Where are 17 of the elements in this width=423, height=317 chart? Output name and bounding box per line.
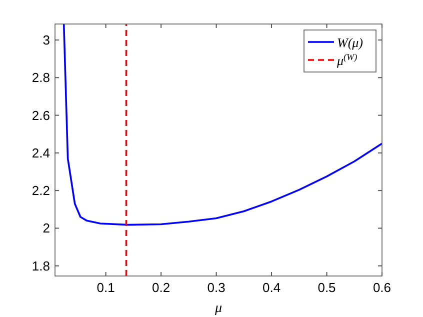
y-tick-label: 2.8	[32, 70, 50, 86]
legend-label: W(μ)	[337, 35, 364, 50]
x-tick-label: 0.4	[262, 280, 281, 295]
y-tick-label: 2	[42, 220, 50, 236]
y-tick-label: 2.4	[32, 145, 50, 160]
x-tick-label: 0.1	[96, 280, 115, 295]
line-series	[62, 24, 382, 226]
legend-label: μ$^{(W)}$	[336, 52, 358, 68]
x-tick-label: 0.5	[318, 280, 336, 295]
x-tick-label: 0.2	[152, 280, 170, 295]
y-tick-label: 1.8	[32, 258, 50, 274]
x-axis-title: μ	[214, 301, 222, 316]
y-tick-label: 3	[42, 32, 50, 48]
x-tick-label: 0.6	[372, 280, 392, 295]
x-tick-label: 0.3	[207, 280, 226, 295]
y-tick-label: 2.2	[32, 183, 50, 198]
y-tick-label: 2.6	[32, 108, 50, 123]
